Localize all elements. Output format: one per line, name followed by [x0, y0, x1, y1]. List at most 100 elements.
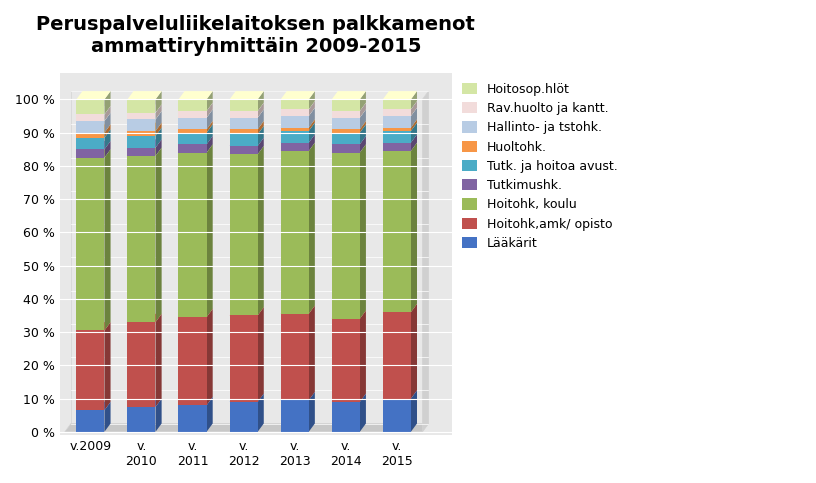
- Bar: [179, 133, 206, 144]
- Polygon shape: [331, 394, 366, 402]
- Polygon shape: [360, 124, 366, 144]
- Bar: [331, 402, 360, 432]
- Polygon shape: [77, 113, 110, 121]
- Bar: [281, 116, 308, 128]
- Bar: [77, 138, 104, 149]
- Bar: [383, 312, 411, 398]
- Polygon shape: [360, 144, 366, 319]
- Polygon shape: [360, 91, 366, 111]
- Bar: [383, 131, 411, 142]
- Polygon shape: [411, 119, 417, 131]
- Polygon shape: [206, 309, 213, 405]
- Polygon shape: [127, 398, 162, 407]
- Polygon shape: [179, 136, 213, 144]
- Bar: [383, 109, 411, 116]
- Bar: [179, 153, 206, 317]
- Polygon shape: [127, 128, 162, 136]
- Polygon shape: [281, 142, 315, 151]
- Bar: [127, 99, 156, 113]
- Polygon shape: [104, 113, 110, 133]
- Bar: [179, 405, 206, 432]
- Polygon shape: [258, 138, 264, 154]
- Bar: [127, 407, 156, 432]
- Bar: [281, 400, 308, 432]
- Polygon shape: [229, 91, 264, 99]
- Polygon shape: [77, 402, 110, 410]
- Polygon shape: [331, 103, 366, 111]
- Polygon shape: [229, 126, 264, 134]
- Polygon shape: [206, 91, 213, 111]
- Polygon shape: [383, 142, 417, 151]
- Polygon shape: [308, 119, 315, 131]
- Polygon shape: [331, 91, 366, 99]
- Bar: [281, 128, 308, 131]
- Polygon shape: [77, 129, 110, 138]
- Bar: [127, 136, 156, 148]
- Title: Peruspalveluliikelaitoksen palkkamenot
ammattiryhmittäin 2009-2015: Peruspalveluliikelaitoksen palkkamenot a…: [37, 15, 475, 56]
- Polygon shape: [383, 91, 417, 99]
- Bar: [127, 322, 156, 407]
- Polygon shape: [127, 91, 162, 99]
- Polygon shape: [156, 139, 162, 156]
- Polygon shape: [156, 148, 162, 322]
- Polygon shape: [104, 91, 110, 114]
- Polygon shape: [411, 304, 417, 398]
- Polygon shape: [411, 134, 417, 151]
- Polygon shape: [308, 306, 315, 400]
- Polygon shape: [206, 397, 213, 432]
- Bar: [331, 133, 360, 144]
- Polygon shape: [127, 111, 162, 119]
- Bar: [281, 99, 308, 109]
- Polygon shape: [360, 103, 366, 118]
- Polygon shape: [281, 134, 315, 142]
- Bar: [383, 151, 411, 312]
- Bar: [383, 398, 411, 432]
- Polygon shape: [77, 91, 110, 99]
- Polygon shape: [104, 322, 110, 410]
- Bar: [179, 144, 206, 153]
- Polygon shape: [104, 106, 110, 121]
- Polygon shape: [411, 142, 417, 312]
- Polygon shape: [179, 91, 213, 99]
- Bar: [77, 410, 104, 432]
- Polygon shape: [308, 392, 315, 432]
- Polygon shape: [383, 304, 417, 312]
- Bar: [229, 146, 258, 154]
- Polygon shape: [156, 91, 162, 113]
- Polygon shape: [127, 104, 162, 113]
- Bar: [127, 131, 156, 136]
- Bar: [331, 144, 360, 153]
- Polygon shape: [179, 121, 213, 129]
- Bar: [77, 121, 104, 133]
- Bar: [331, 118, 360, 129]
- Polygon shape: [331, 144, 366, 153]
- Polygon shape: [229, 146, 264, 154]
- Polygon shape: [258, 126, 264, 146]
- Bar: [229, 99, 258, 111]
- Bar: [179, 111, 206, 118]
- Bar: [179, 129, 206, 133]
- Polygon shape: [308, 142, 315, 314]
- Polygon shape: [229, 103, 264, 111]
- Bar: [179, 99, 206, 111]
- Bar: [229, 154, 258, 315]
- Polygon shape: [411, 108, 417, 128]
- Bar: [281, 109, 308, 116]
- Bar: [77, 330, 104, 410]
- Polygon shape: [127, 123, 162, 131]
- Polygon shape: [281, 108, 315, 116]
- Polygon shape: [127, 148, 162, 156]
- Bar: [77, 133, 104, 138]
- Polygon shape: [206, 103, 213, 118]
- Polygon shape: [179, 397, 213, 405]
- Bar: [229, 315, 258, 402]
- Polygon shape: [258, 103, 264, 118]
- Polygon shape: [360, 109, 366, 129]
- Polygon shape: [331, 124, 366, 133]
- Polygon shape: [77, 322, 110, 330]
- Polygon shape: [258, 146, 264, 315]
- Polygon shape: [383, 119, 417, 128]
- Polygon shape: [77, 106, 110, 114]
- Polygon shape: [71, 91, 428, 424]
- Bar: [127, 113, 156, 119]
